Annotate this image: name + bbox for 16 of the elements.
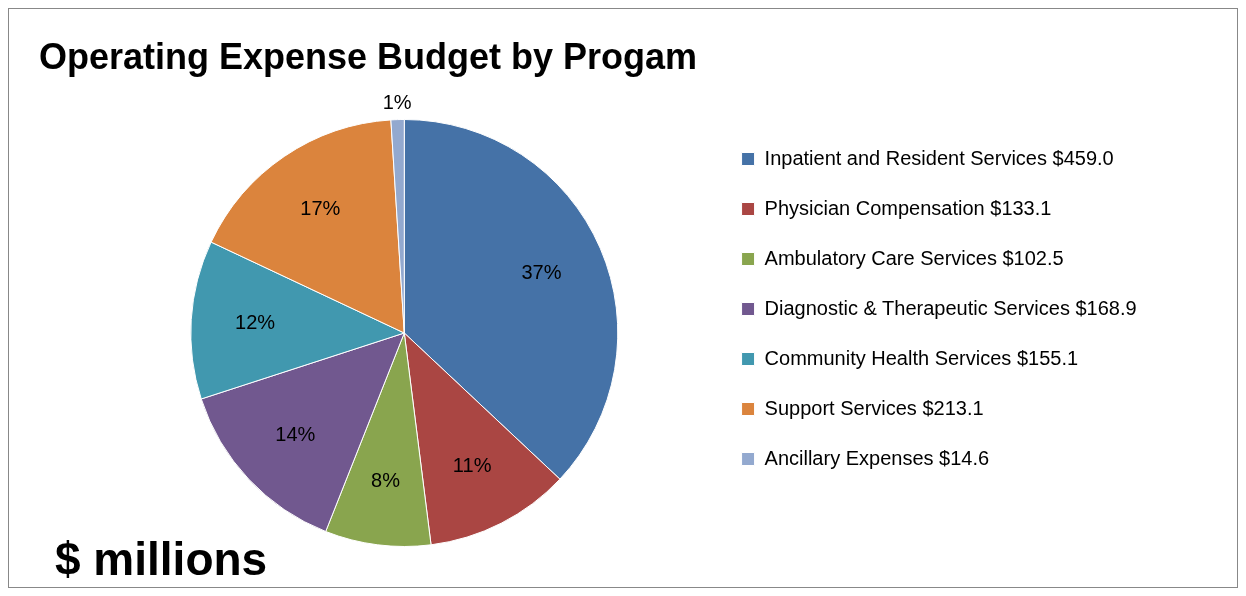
data-label: 37% (521, 261, 562, 284)
data-label: 17% (300, 196, 341, 219)
data-label: 12% (235, 311, 276, 334)
chart-title: Operating Expense Budget by Progam (39, 35, 698, 77)
data-label: 8% (371, 468, 401, 491)
legend-label: Inpatient and Resident Services $459.0 (764, 146, 1114, 169)
data-label: 1% (382, 91, 412, 114)
data-label: 11% (452, 453, 492, 476)
data-label: 14% (275, 422, 316, 445)
legend-label: Diagnostic & Therapeutic Services $168.9 (764, 296, 1137, 319)
legend-label: Community Health Services $155.1 (764, 346, 1079, 369)
legend-label: Physician Compensation $133.1 (764, 196, 1052, 219)
legend-label: Support Services $213.1 (764, 396, 984, 419)
legend-label: Ambulatory Care Services $102.5 (764, 246, 1064, 269)
legend-label: Ancillary Expenses $14.6 (764, 446, 990, 469)
text: $ millions (55, 532, 268, 585)
